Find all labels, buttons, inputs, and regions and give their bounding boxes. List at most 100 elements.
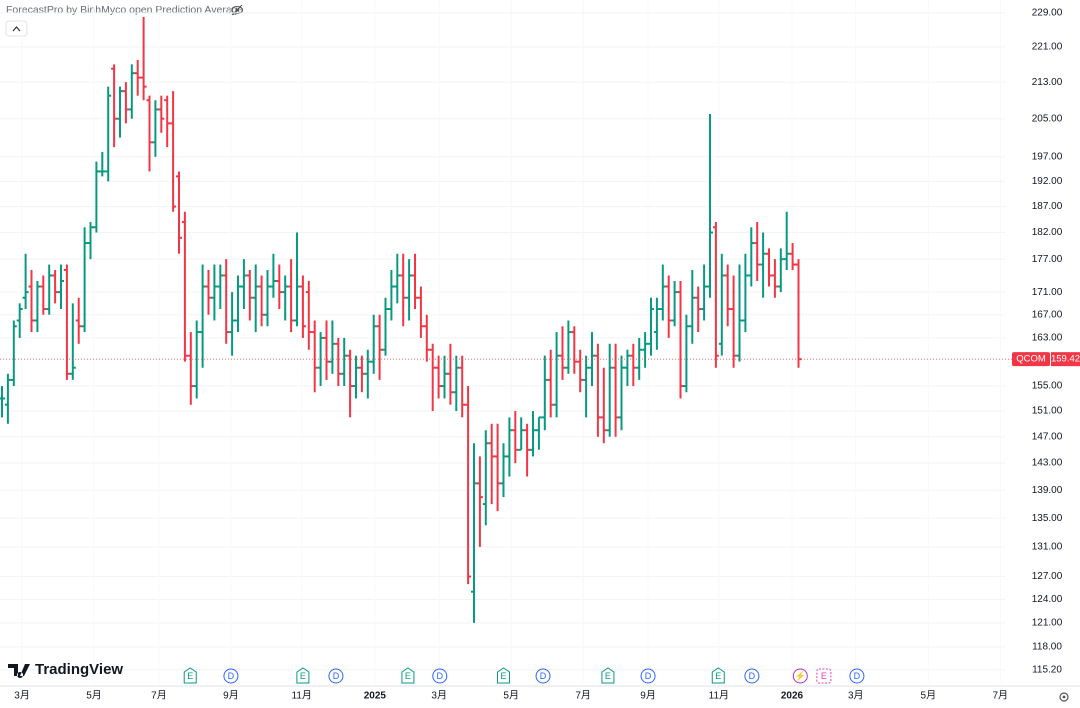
ohlc-bar: [240, 259, 247, 310]
ohlc-bar: [488, 423, 495, 505]
ohlc-bar: [423, 314, 430, 362]
ohlc-bar: [217, 264, 224, 310]
event-marker[interactable]: E: [601, 667, 615, 684]
ohlc-bar: [117, 86, 124, 138]
event-label: D: [333, 671, 340, 681]
x-tick-label: 2026: [781, 691, 804, 702]
ohlc-bar: [535, 416, 542, 450]
ohlc-bar: [152, 100, 159, 157]
collapse-button[interactable]: [5, 20, 28, 37]
ohlc-bar: [512, 411, 519, 464]
event-label: E: [300, 671, 306, 681]
event-marker[interactable]: D: [849, 668, 865, 684]
y-tick-label: 121.00: [1032, 617, 1063, 628]
symbol-label: QCOM: [1016, 354, 1046, 365]
symbol-badge: [1012, 352, 1050, 367]
event-marker[interactable]: E: [497, 667, 511, 684]
ohlc-bar: [211, 264, 218, 321]
ohlc-bar: [81, 227, 88, 333]
event-label: ⚡: [795, 670, 806, 682]
event-marker[interactable]: D: [328, 668, 344, 684]
ohlc-bar: [718, 253, 725, 356]
ohlc-bar: [648, 297, 655, 356]
ohlc-bar: [69, 303, 76, 380]
ohlc-bar: [459, 355, 466, 418]
ohlc-bar: [441, 355, 448, 399]
ohlc-bar: [75, 297, 82, 344]
ohlc-bar: [229, 292, 236, 356]
event-marker[interactable]: D: [640, 668, 656, 684]
ohlc-bar: [52, 270, 59, 304]
ohlc-bar: [742, 253, 749, 333]
ohlc-bar: [58, 264, 65, 310]
ohlc-bar: [170, 91, 177, 212]
ohlc-bar: [429, 343, 436, 412]
event-label: D: [749, 671, 756, 681]
ohlc-bar: [447, 343, 454, 405]
event-badge: [401, 667, 415, 684]
ohlc-bar: [0, 386, 6, 418]
event-label: E: [405, 671, 411, 681]
ohlc-bar: [347, 349, 354, 418]
event-badge: [640, 668, 656, 684]
ohlc-bar: [789, 243, 796, 271]
event-label: E: [500, 671, 506, 681]
ohlc-bar: [376, 314, 383, 380]
ohlc-bar: [317, 332, 324, 387]
x-tick-label: 7月: [575, 690, 591, 702]
x-tick-label: 3月: [14, 690, 30, 702]
event-badge: [328, 668, 344, 684]
ohlc-bar: [252, 264, 259, 333]
x-tick-label: 5月: [503, 690, 519, 702]
x-tick-label: 5月: [921, 690, 937, 702]
event-label: E: [715, 671, 721, 681]
settings-icon[interactable]: [1059, 692, 1069, 702]
event-marker[interactable]: D: [535, 668, 551, 684]
event-badge: [744, 668, 760, 684]
ohlc-bar: [199, 264, 206, 368]
event-marker[interactable]: E: [711, 667, 725, 684]
ohlc-bar: [388, 270, 395, 321]
event-marker[interactable]: ⚡: [792, 668, 808, 684]
ohlc-bar: [329, 320, 336, 374]
event-marker[interactable]: D: [432, 668, 448, 684]
ohlc-bar: [305, 280, 312, 350]
ohlc-bar: [712, 222, 719, 368]
event-marker[interactable]: E: [401, 667, 415, 684]
y-tick-label: 127.00: [1032, 571, 1063, 582]
event-badge: [792, 668, 808, 684]
event-badge: [432, 668, 448, 684]
event-marker[interactable]: D: [223, 668, 239, 684]
ohlc-bar: [34, 280, 41, 333]
ohlc-bar: [671, 280, 678, 327]
x-tick-label: 7月: [992, 690, 1008, 702]
last-price-label: 159.42: [1051, 354, 1080, 365]
event-marker[interactable]: D: [744, 668, 760, 684]
ohlc-bar: [559, 326, 566, 380]
brand-logo: TradingView: [8, 661, 123, 678]
ohlc-bar: [370, 314, 377, 374]
y-tick-label: 151.00: [1032, 406, 1063, 417]
last-price-badge: [1051, 352, 1080, 367]
ohlc-bar: [518, 417, 525, 451]
ohlc-bar: [724, 264, 731, 327]
ohlc-bar: [22, 253, 29, 310]
ohlc-bar: [453, 355, 460, 412]
ohlc-bar: [358, 355, 365, 393]
ohlc-bar: [235, 275, 242, 333]
ohlc-bar: [288, 259, 295, 333]
ohlc-bar: [63, 264, 70, 380]
event-marker[interactable]: E: [183, 667, 197, 684]
event-marker[interactable]: E: [296, 667, 310, 684]
ohlc-bar: [28, 270, 35, 333]
y-tick-label: 147.00: [1032, 431, 1063, 442]
ohlc-bar: [665, 275, 672, 338]
event-marker[interactable]: E: [816, 668, 832, 684]
y-tick-label: 124.00: [1032, 594, 1063, 605]
x-tick-label: 11月: [709, 690, 729, 702]
ohlc-bar: [754, 222, 761, 281]
ohlc-bar: [299, 275, 306, 338]
y-tick-label: 115.20: [1032, 664, 1062, 675]
chart-title: ForecastPro by BinhMyco open Prediction …: [6, 4, 244, 16]
